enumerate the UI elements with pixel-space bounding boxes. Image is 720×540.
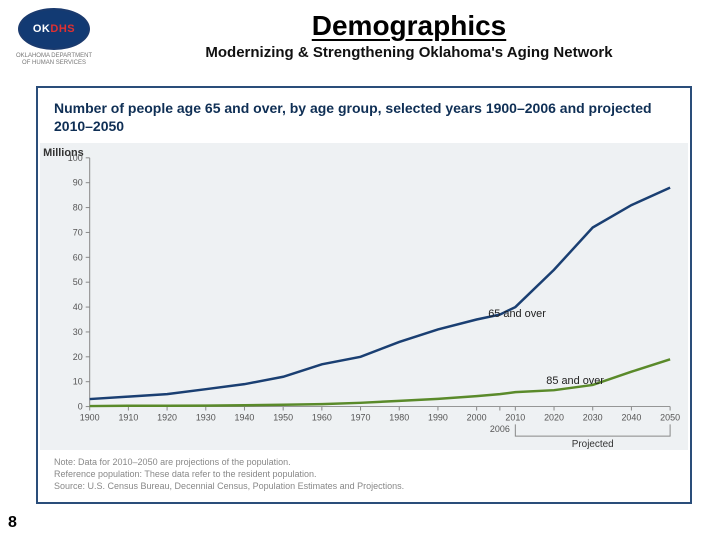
svg-text:1940: 1940 — [235, 412, 255, 422]
chart-inner: Number of people age 65 and over, by age… — [40, 90, 688, 500]
svg-text:2050: 2050 — [660, 412, 680, 422]
svg-text:100: 100 — [68, 153, 83, 163]
svg-text:2030: 2030 — [583, 412, 603, 422]
svg-text:1950: 1950 — [273, 412, 293, 422]
svg-text:2020: 2020 — [544, 412, 564, 422]
okdhs-logo: OKDHS OKLAHOMA DEPARTMENT OF HUMAN SERVI… — [10, 8, 98, 70]
svg-text:2010: 2010 — [505, 412, 525, 422]
chart-note-1: Note: Data for 2010–2050 are projections… — [54, 456, 674, 468]
plot-area: Millions01020304050607080901001900191019… — [40, 144, 688, 450]
svg-text:1970: 1970 — [351, 412, 371, 422]
svg-text:0: 0 — [78, 402, 83, 412]
svg-text:20: 20 — [73, 352, 83, 362]
titles: Demographics Modernizing & Strengthening… — [108, 8, 710, 61]
logo-caption: OKLAHOMA DEPARTMENT OF HUMAN SERVICES — [12, 53, 96, 66]
series-65-and-over — [90, 188, 670, 399]
svg-text:10: 10 — [73, 377, 83, 387]
logo-text-dhs: DHS — [50, 23, 75, 35]
svg-text:1960: 1960 — [312, 412, 332, 422]
chart-note-2: Reference population: These data refer t… — [54, 468, 674, 480]
logo-shield: OKDHS — [18, 8, 90, 50]
svg-text:60: 60 — [73, 252, 83, 262]
page-title: Demographics — [108, 10, 710, 42]
svg-text:1920: 1920 — [157, 412, 177, 422]
chart-svg: Millions01020304050607080901001900191019… — [40, 144, 688, 450]
slide-header: OKDHS OKLAHOMA DEPARTMENT OF HUMAN SERVI… — [0, 0, 720, 70]
chart-frame: Number of people age 65 and over, by age… — [36, 86, 692, 504]
projected-bracket — [515, 424, 670, 436]
svg-text:50: 50 — [73, 277, 83, 287]
svg-text:90: 90 — [73, 178, 83, 188]
svg-text:30: 30 — [73, 327, 83, 337]
svg-text:1900: 1900 — [80, 412, 100, 422]
chart-title: Number of people age 65 and over, by age… — [40, 90, 688, 143]
logo-text: OKDHS — [33, 23, 75, 35]
series-label: 65 and over — [488, 308, 546, 320]
projected-label: Projected — [572, 439, 614, 450]
chart-notes: Note: Data for 2010–2050 are projections… — [40, 450, 688, 500]
svg-text:2006: 2006 — [490, 424, 510, 434]
svg-text:2040: 2040 — [621, 412, 641, 422]
page-subtitle: Modernizing & Strengthening Oklahoma's A… — [108, 44, 710, 61]
svg-text:80: 80 — [73, 203, 83, 213]
logo-text-ok: OK — [33, 23, 51, 35]
svg-text:1910: 1910 — [118, 412, 138, 422]
svg-text:1980: 1980 — [389, 412, 409, 422]
svg-text:40: 40 — [73, 302, 83, 312]
svg-text:1930: 1930 — [196, 412, 216, 422]
svg-text:70: 70 — [73, 227, 83, 237]
page-number: 8 — [8, 514, 17, 532]
series-label: 85 and over — [546, 375, 604, 387]
chart-note-3: Source: U.S. Census Bureau, Decennial Ce… — [54, 480, 674, 492]
svg-text:2000: 2000 — [467, 412, 487, 422]
svg-text:1990: 1990 — [428, 412, 448, 422]
